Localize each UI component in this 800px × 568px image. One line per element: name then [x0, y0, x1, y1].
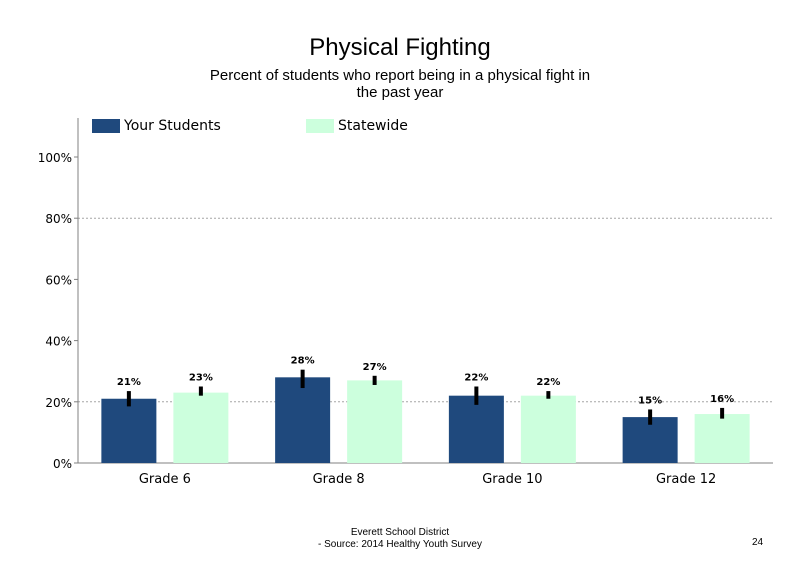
data-label-statewide-grade-10: 22%	[536, 377, 560, 388]
bar-statewide-grade-6	[173, 392, 229, 463]
legend-swatch-your-students	[92, 119, 120, 133]
data-label-your-students-grade-8: 28%	[291, 356, 315, 367]
footer-organization: Everett School District	[350, 527, 450, 538]
y-tick-label: 0%	[53, 457, 72, 471]
footer: Everett School District - Source: 2014 H…	[250, 527, 550, 551]
x-tick-label: Grade 6	[139, 472, 191, 487]
data-label-statewide-grade-12: 16%	[710, 394, 734, 405]
data-label-statewide-grade-8: 27%	[363, 362, 387, 373]
data-label-your-students-grade-6: 21%	[117, 377, 141, 388]
y-tick-label: 20%	[45, 396, 72, 410]
bar-your-students-grade-8	[275, 377, 331, 463]
footer-source: - Source: 2014 Healthy Youth Survey	[318, 539, 482, 550]
y-tick-label: 60%	[45, 273, 72, 287]
data-label-your-students-grade-12: 15%	[638, 395, 662, 406]
y-tick-label: 80%	[45, 212, 72, 226]
data-label-your-students-grade-10: 22%	[464, 373, 488, 384]
y-tick-label: 40%	[45, 335, 72, 349]
y-tick-label: 100%	[38, 151, 72, 165]
legend-label-statewide: Statewide	[338, 118, 408, 134]
x-tick-label: Grade 12	[656, 472, 716, 487]
x-tick-label: Grade 8	[313, 472, 365, 487]
bar-statewide-grade-10	[520, 395, 576, 463]
bar-statewide-grade-12	[694, 414, 750, 463]
data-label-statewide-grade-6: 23%	[189, 373, 213, 384]
chart-title: Physical Fighting	[309, 34, 491, 61]
bar-your-students-grade-6	[101, 398, 157, 463]
bar-statewide-grade-8	[347, 380, 403, 463]
legend-label-your-students: Your Students	[124, 118, 221, 134]
bar-your-students-grade-10	[448, 395, 504, 463]
legend: Your Students Statewide	[90, 117, 790, 135]
chart-subtitle: Percent of students who report being in …	[209, 67, 591, 101]
legend-swatch-statewide	[306, 119, 334, 133]
x-tick-label: Grade 10	[482, 472, 542, 487]
page-number: 24	[752, 537, 764, 548]
